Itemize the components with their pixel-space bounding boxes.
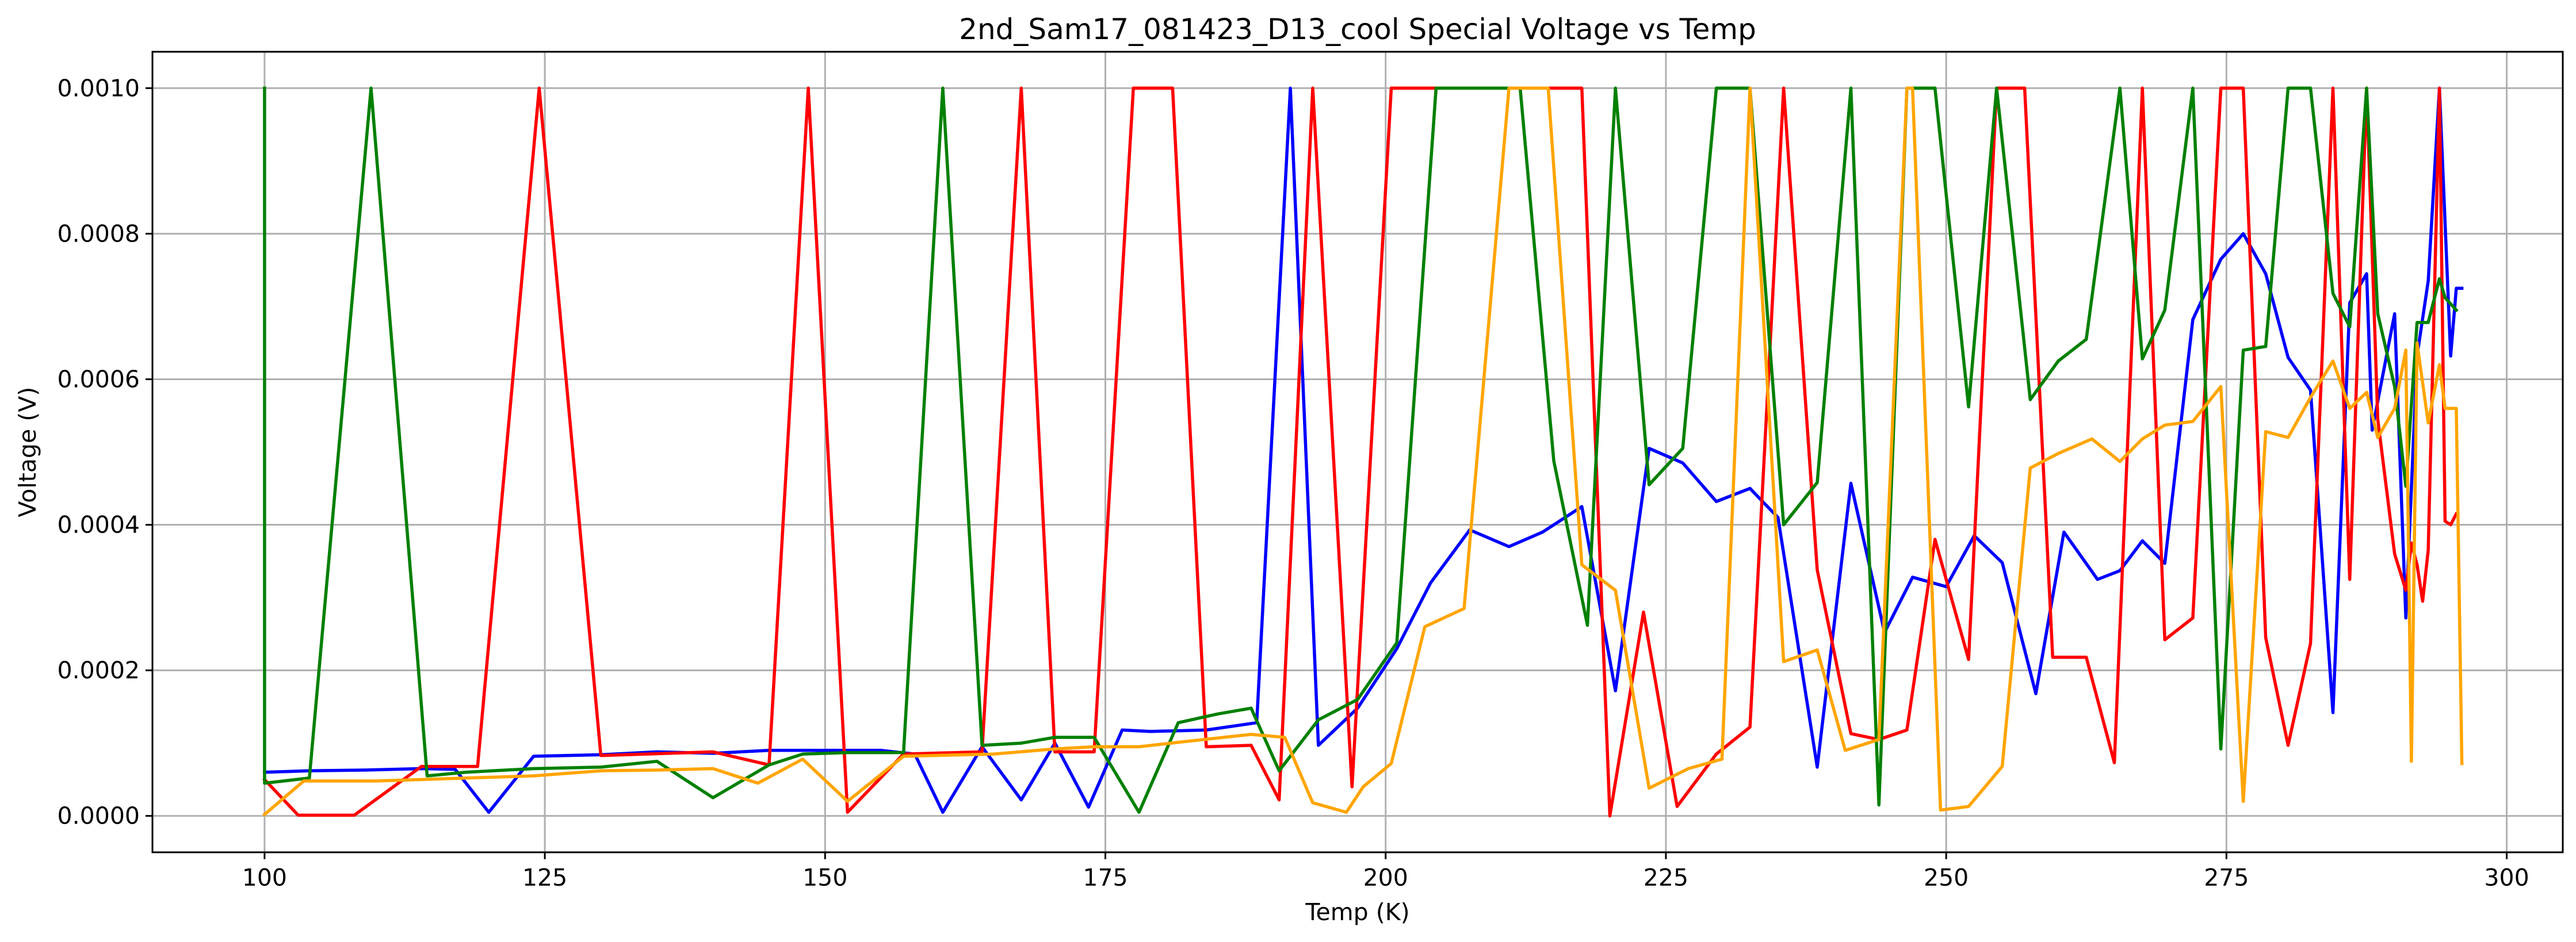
series-line-3	[263, 86, 2459, 814]
x-tick-label: 300	[2484, 864, 2529, 891]
y-tick-label: 0.0010	[58, 74, 140, 102]
x-tick-label: 100	[242, 864, 287, 891]
y-tick-label: 0.0000	[58, 802, 140, 830]
x-tick-label: 275	[2204, 864, 2249, 891]
axis-ticks: 100 125 150 175 200 225 250 275 300 0.0000 0.0002 0…	[58, 74, 2529, 891]
y-tick-label: 0.0002	[58, 657, 140, 684]
y-tick-label: 0.0008	[58, 220, 140, 247]
x-tick-label: 250	[1924, 864, 1969, 891]
x-tick-label: 150	[802, 864, 847, 891]
x-tick-label: 200	[1363, 864, 1408, 891]
y-axis-label: Voltage (V)	[14, 387, 41, 518]
x-axis-label: Temp (K)	[1305, 898, 1409, 926]
x-tick-label: 125	[522, 864, 567, 891]
plot-frame	[151, 51, 2564, 853]
x-tick-label: 225	[1644, 864, 1688, 891]
y-tick-label: 0.0004	[58, 511, 140, 539]
series-line-4	[262, 86, 2464, 817]
series-lines	[262, 86, 2464, 818]
y-tick-label: 0.0006	[58, 365, 140, 393]
chart-title: 2nd_Sam17_081423_D13_cool Special Voltag…	[959, 13, 1756, 46]
x-tick-label: 175	[1083, 864, 1128, 891]
